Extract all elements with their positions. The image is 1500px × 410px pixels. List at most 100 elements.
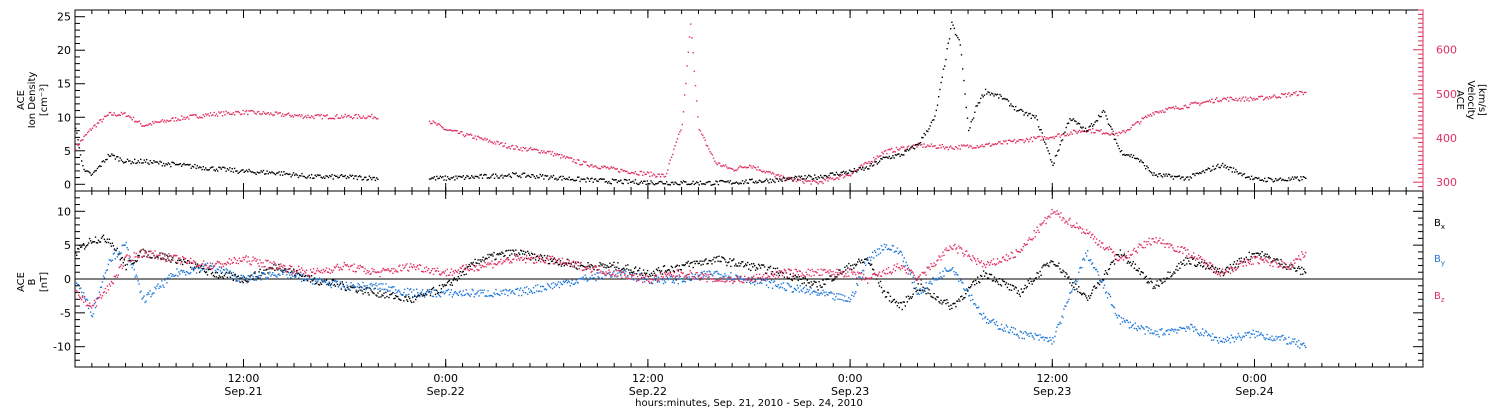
data-point (309, 177, 312, 179)
data-point (503, 289, 505, 291)
data-point (467, 266, 469, 268)
data-point (296, 114, 298, 117)
data-point (1278, 178, 1280, 180)
data-point (106, 115, 108, 117)
data-point (960, 144, 963, 146)
data-point (705, 258, 707, 260)
data-point (609, 167, 611, 169)
data-point (150, 295, 152, 298)
data-point (123, 259, 125, 261)
data-point (598, 167, 600, 170)
data-point (369, 283, 371, 286)
data-point (1090, 294, 1092, 297)
data-point (178, 119, 180, 121)
data-point (143, 125, 145, 127)
data-point (853, 170, 856, 172)
data-point (229, 167, 231, 169)
data-point (649, 175, 651, 178)
data-point (204, 271, 207, 274)
data-point (627, 172, 629, 174)
data-point (1221, 271, 1224, 273)
data-point (865, 162, 868, 164)
data-point (984, 143, 987, 146)
data-point (482, 292, 484, 294)
data-point (102, 275, 105, 277)
data-point (1047, 340, 1049, 343)
data-point (751, 167, 753, 169)
data-point (1200, 264, 1202, 267)
data-point (1126, 262, 1128, 264)
data-point (333, 280, 336, 282)
data-point (1039, 270, 1041, 273)
data-point (1047, 264, 1049, 267)
data-point (220, 272, 223, 274)
data-point (1288, 336, 1290, 339)
data-point (575, 279, 577, 281)
data-point (555, 177, 557, 180)
data-point (508, 249, 510, 251)
data-point (1104, 133, 1106, 135)
data-point (894, 151, 896, 153)
data-point (929, 293, 931, 295)
data-point (1096, 129, 1099, 132)
data-point (735, 263, 737, 265)
data-point (942, 146, 945, 148)
data-point (108, 238, 111, 240)
data-point (291, 114, 293, 117)
data-point (530, 176, 532, 178)
data-point (799, 176, 801, 179)
data-point (161, 119, 164, 121)
data-point (1220, 100, 1223, 102)
data-point (748, 279, 750, 281)
data-point (222, 269, 225, 271)
data-point (309, 281, 312, 283)
data-point (419, 293, 422, 295)
data-point (499, 252, 501, 254)
data-point (677, 269, 679, 271)
data-point (631, 276, 633, 278)
data-point (398, 289, 400, 291)
data-point (723, 275, 725, 277)
data-point (1000, 285, 1003, 287)
data-point (190, 167, 192, 169)
data-point (218, 111, 220, 113)
data-point (1030, 280, 1032, 283)
data-point (550, 153, 552, 155)
data-point (454, 290, 456, 293)
data-point (324, 281, 327, 283)
data-point (1172, 273, 1174, 275)
data-point (919, 289, 921, 292)
data-point (1202, 101, 1205, 104)
data-point (621, 182, 623, 184)
data-point (83, 295, 86, 298)
data-point (432, 295, 435, 298)
data-point (905, 261, 907, 264)
data-point (469, 265, 471, 267)
data-point (121, 244, 123, 247)
data-point (95, 126, 97, 128)
data-point (1269, 337, 1271, 339)
data-point (645, 272, 648, 274)
data-point (794, 288, 796, 290)
data-point (403, 300, 405, 302)
data-point (349, 289, 351, 292)
data-point (830, 275, 832, 277)
data-point (900, 251, 903, 253)
data-point (381, 294, 383, 296)
data-point (641, 174, 644, 176)
data-point (1027, 333, 1029, 335)
data-point (1279, 339, 1281, 341)
data-point (208, 168, 210, 171)
data-point (905, 150, 907, 152)
data-point (850, 170, 852, 172)
data-point (1068, 276, 1070, 278)
data-point (417, 295, 419, 297)
data-point (1044, 336, 1046, 339)
data-point (78, 143, 80, 146)
data-point (954, 274, 956, 276)
data-point (1211, 169, 1213, 171)
data-point (356, 291, 358, 294)
data-point (1159, 172, 1161, 175)
data-point (1261, 95, 1264, 98)
data-point (635, 173, 638, 175)
